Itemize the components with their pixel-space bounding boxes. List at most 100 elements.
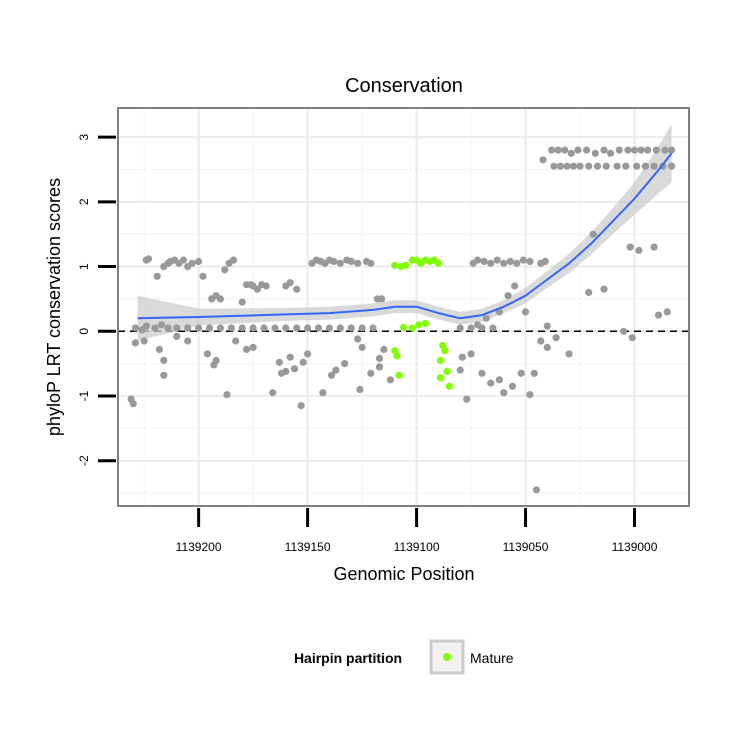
- data-point: [548, 146, 556, 154]
- data-point: [129, 400, 137, 408]
- data-point: [561, 146, 569, 154]
- y-tick-label: -1: [77, 390, 91, 401]
- data-point: [375, 354, 384, 362]
- data-point: [600, 146, 608, 154]
- y-tick-label: 2: [77, 198, 91, 205]
- data-point: [347, 257, 355, 265]
- data-point: [229, 256, 238, 264]
- data-point: [249, 343, 257, 351]
- data-point: [277, 369, 286, 377]
- data-point: [188, 259, 196, 267]
- data-point: [591, 149, 599, 157]
- data-point: [626, 243, 634, 251]
- data-point: [293, 285, 301, 293]
- data-point: [532, 486, 541, 494]
- data-point: [158, 321, 166, 329]
- x-axis-label: Genomic Position: [333, 564, 474, 584]
- data-point: [583, 146, 591, 154]
- mature-point: [402, 261, 410, 269]
- data-point: [367, 259, 375, 267]
- data-point: [249, 324, 257, 332]
- data-point: [262, 282, 270, 290]
- data-point: [341, 360, 349, 368]
- data-point: [208, 295, 216, 303]
- x-tick-label: 1139150: [285, 540, 331, 554]
- legend-label-mature: Mature: [470, 650, 514, 666]
- mature-point: [399, 323, 408, 331]
- data-point: [526, 391, 534, 399]
- x-tick-label: 1139050: [503, 540, 549, 554]
- mature-point: [443, 367, 451, 375]
- chart-title: Conservation: [345, 75, 463, 97]
- data-point: [336, 324, 344, 332]
- mature-point: [436, 374, 445, 382]
- mature-point: [436, 356, 445, 364]
- data-point: [269, 389, 277, 397]
- data-point: [661, 146, 669, 154]
- data-point: [151, 324, 159, 332]
- data-point: [567, 149, 575, 157]
- data-point: [144, 255, 153, 263]
- data-point: [275, 358, 283, 366]
- data-point: [131, 339, 139, 347]
- data-point: [635, 246, 643, 254]
- mature-point: [434, 259, 442, 267]
- data-point: [480, 257, 488, 265]
- data-point: [550, 162, 558, 170]
- data-point: [358, 343, 366, 351]
- data-point: [325, 324, 333, 332]
- data-point: [304, 324, 312, 332]
- data-point: [356, 385, 364, 394]
- data-point: [552, 334, 560, 342]
- data-point: [232, 337, 240, 345]
- data-point: [493, 256, 501, 264]
- data-point: [155, 345, 163, 353]
- data-point: [260, 324, 268, 332]
- data-point: [565, 350, 573, 358]
- data-point: [304, 350, 312, 358]
- data-point: [299, 358, 307, 366]
- data-point: [238, 298, 246, 306]
- data-point: [628, 334, 636, 342]
- data-point: [160, 356, 168, 364]
- data-point: [184, 337, 192, 345]
- data-point: [173, 324, 181, 332]
- data-point: [140, 337, 148, 345]
- mature-point: [408, 324, 416, 332]
- data-point: [652, 146, 660, 154]
- data-point: [160, 371, 168, 379]
- data-point: [600, 285, 608, 293]
- data-point: [221, 266, 229, 274]
- data-point: [500, 389, 508, 397]
- data-point: [458, 353, 466, 361]
- data-point: [641, 162, 650, 170]
- data-point: [606, 149, 615, 157]
- data-point: [487, 259, 495, 267]
- smooth-fit-line: [137, 152, 673, 320]
- data-point: [216, 324, 224, 332]
- data-point: [526, 257, 534, 265]
- data-point: [500, 259, 508, 267]
- data-point: [539, 156, 547, 164]
- data-point: [142, 322, 150, 330]
- data-point: [474, 256, 482, 264]
- legend-key-dot: [443, 653, 451, 661]
- data-point: [336, 259, 344, 267]
- data-point: [530, 369, 538, 377]
- data-point: [519, 256, 528, 264]
- data-point: [637, 146, 645, 154]
- data-point: [347, 324, 355, 332]
- data-point: [630, 146, 639, 154]
- data-point: [510, 282, 519, 290]
- data-point: [650, 243, 658, 251]
- data-point: [238, 324, 246, 332]
- data-point: [212, 356, 220, 364]
- data-point: [663, 308, 671, 316]
- grid-lines: [118, 108, 689, 506]
- data-point: [541, 257, 549, 265]
- data-point: [164, 324, 172, 332]
- data-point: [369, 324, 377, 332]
- data-point: [563, 162, 571, 170]
- data-point: [543, 343, 551, 351]
- data-point: [624, 146, 632, 154]
